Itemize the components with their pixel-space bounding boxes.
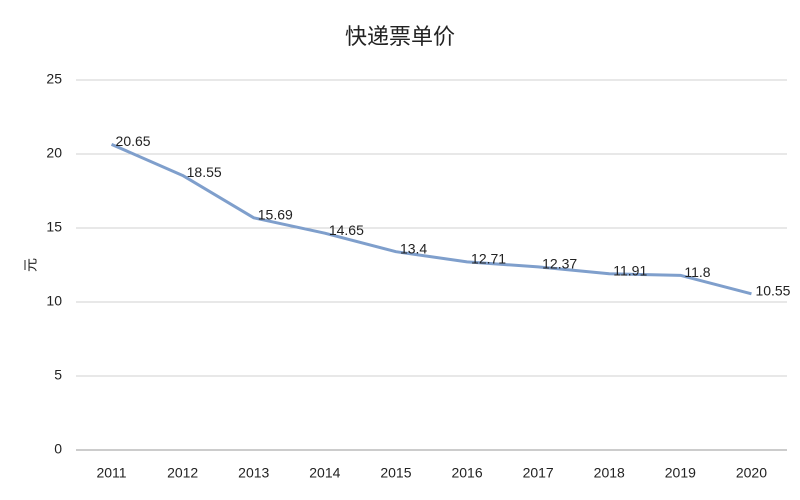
x-tick-label: 2012 (167, 465, 198, 481)
chart-title: 快递票单价 (345, 24, 455, 49)
y-tick-label: 20 (46, 145, 62, 161)
x-tick-label: 2018 (594, 465, 625, 481)
line (110, 143, 752, 296)
data-label: 11.8 (684, 264, 710, 280)
x-tick-label: 2015 (380, 465, 411, 481)
data-label: 11.91 (613, 262, 647, 278)
data-label: 15.69 (258, 206, 293, 222)
y-tick-label: 25 (46, 71, 62, 87)
y-axis-label: 元 (23, 258, 39, 272)
y-tick-label: 10 (46, 293, 62, 309)
y-tick-label: 5 (54, 367, 62, 383)
data-label: 12.37 (542, 256, 577, 272)
data-label: 18.55 (187, 164, 222, 180)
data-label: 13.4 (400, 240, 427, 256)
x-tick-label: 2011 (96, 465, 126, 481)
x-tick-label: 2017 (523, 465, 554, 481)
x-tick-label: 2020 (736, 465, 767, 481)
data-label: 12.71 (471, 251, 506, 267)
data-label: 10.55 (755, 283, 790, 299)
data-label: 20.65 (116, 133, 151, 149)
data-label: 14.65 (329, 222, 364, 238)
x-tick-label: 2013 (238, 465, 269, 481)
x-tick-label: 2014 (309, 465, 340, 481)
x-tick-label: 2019 (665, 465, 696, 481)
x-tick-label: 2016 (451, 465, 482, 481)
y-tick-label: 15 (46, 219, 62, 235)
y-tick-label: 0 (54, 441, 62, 457)
